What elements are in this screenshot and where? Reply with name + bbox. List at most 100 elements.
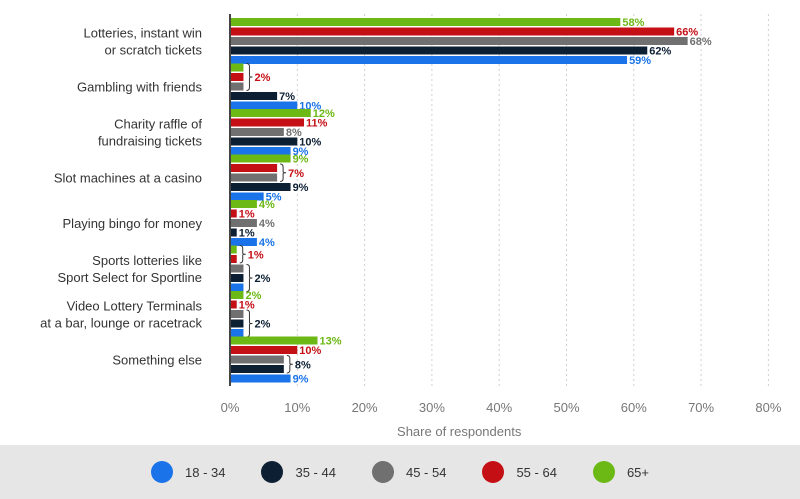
data-label-45-54: 68%	[690, 36, 712, 48]
bar-55-64	[230, 164, 278, 172]
legend-item-55-64[interactable]: 55 - 64	[482, 461, 557, 483]
bar-55-64	[230, 346, 298, 354]
x-tick-label: 20%	[352, 400, 378, 415]
label-bracket	[246, 309, 253, 338]
data-label-55-64: 1%	[239, 300, 255, 312]
category-label: Something else	[112, 353, 202, 368]
legend-label-65-plus: 65+	[626, 464, 649, 480]
data-label-35-44: 2%	[254, 273, 270, 285]
data-label-55-64: 1%	[239, 209, 255, 221]
bar-45-54	[230, 264, 244, 273]
data-label-45-54: 4%	[259, 218, 275, 230]
category-label: Playing bingo for money	[63, 216, 203, 231]
data-label-65: 12%	[313, 108, 335, 120]
data-label-55-64: 7%	[288, 168, 304, 180]
bar-55-64	[230, 118, 305, 127]
data-label-65: 2%	[245, 290, 261, 302]
category-label: Charity raffle of	[114, 117, 202, 132]
data-label-18-34: 59%	[629, 55, 651, 67]
data-label-55-64: 11%	[306, 118, 328, 130]
legend-swatch-65-plus	[592, 461, 615, 483]
bar-18-34	[230, 101, 298, 110]
legend-item-65-plus[interactable]: 65+	[592, 461, 649, 483]
bar-65	[230, 200, 257, 208]
category-label: Video Lottery Terminals	[67, 299, 203, 314]
data-label-35-44: 1%	[239, 228, 255, 240]
x-tick-label: 10%	[284, 400, 310, 415]
category-label: Lotteries, instant win	[83, 26, 202, 41]
legend-swatch-55-64	[482, 461, 505, 483]
category-label: or scratch tickets	[104, 43, 202, 58]
bar-45-54	[230, 37, 688, 45]
bar-65	[230, 154, 291, 163]
bar-45-54	[230, 128, 284, 136]
legend-label-45-54: 45 - 54	[405, 464, 447, 480]
label-bracket	[246, 264, 253, 292]
bar-35-44	[230, 274, 244, 282]
bar-35-44	[230, 228, 237, 237]
data-label-45-54: 8%	[286, 127, 302, 139]
bar-18-34	[230, 147, 291, 155]
legend-item-18-34[interactable]: 18 - 34	[151, 461, 225, 483]
category-label: Sports lotteries like	[92, 253, 202, 268]
label-bracket	[286, 355, 293, 374]
bar-45-54	[230, 355, 284, 364]
bar-55-64	[230, 73, 244, 81]
data-label-55-64: 66%	[676, 27, 698, 39]
bar-18-34	[230, 374, 291, 383]
data-label-35-44: 8%	[295, 359, 311, 371]
data-label-35-44: 9%	[293, 182, 309, 194]
category-label: Gambling with friends	[77, 80, 202, 95]
bar-18-34	[230, 329, 244, 337]
bar-65	[230, 245, 237, 254]
bar-18-34	[230, 192, 264, 201]
bar-18-34	[230, 56, 628, 64]
data-label-35-44: 2%	[254, 319, 270, 331]
data-label-65: 58%	[622, 17, 644, 29]
data-label-18-34: 9%	[293, 146, 309, 158]
bar-35-44	[230, 365, 284, 373]
x-tick-label: 40%	[486, 400, 512, 415]
legend-label-55-64: 55 - 64	[516, 464, 557, 480]
legend-swatch-45-54	[371, 461, 394, 483]
category-label: Slot machines at a casino	[54, 171, 202, 186]
chart-legend: 18 - 34 35 - 44 45 - 54 55 - 64 65+	[0, 445, 800, 499]
legend-label-18-34: 18 - 34	[185, 464, 226, 480]
x-tick-label: 70%	[688, 400, 714, 415]
data-label-65: 4%	[259, 199, 275, 211]
bar-55-64	[230, 300, 237, 309]
category-label: fundraising tickets	[98, 134, 203, 149]
label-bracket	[239, 245, 246, 264]
bar-35-44	[230, 319, 244, 328]
data-label-55-64: 1%	[248, 249, 264, 261]
category-label: at a bar, lounge or racetrack	[40, 316, 202, 331]
data-label-35-44: 7%	[279, 91, 295, 103]
bar-45-54	[230, 219, 257, 227]
bar-65	[230, 109, 311, 117]
data-label-65: 9%	[293, 154, 309, 166]
bar-35-44	[230, 137, 298, 146]
bar-35-44	[230, 183, 291, 191]
data-label-18-34: 5%	[266, 192, 282, 204]
data-label-35-44: 10%	[299, 137, 321, 149]
bar-45-54	[230, 82, 244, 91]
bar-18-34	[230, 238, 257, 246]
legend-item-45-54[interactable]: 45 - 54	[371, 461, 447, 483]
legend-swatch-35-44	[261, 461, 284, 483]
bar-18-34	[230, 283, 244, 292]
data-label-55-64: 10%	[299, 345, 321, 357]
bar-65	[230, 336, 318, 345]
data-label-18-34: 9%	[293, 374, 309, 386]
bar-35-44	[230, 46, 648, 55]
label-bracket	[280, 163, 287, 182]
x-tick-label: 50%	[553, 400, 579, 415]
data-label-35-44: 62%	[649, 46, 671, 58]
x-tick-label: 30%	[419, 400, 445, 415]
legend-item-35-44[interactable]: 35 - 44	[261, 461, 336, 483]
bar-chart: 0% 10% 20% 30% 40% 50% 60% 70% 80% Share of respo…	[40, 14, 782, 439]
bar-35-44	[230, 92, 278, 100]
bar-65	[230, 18, 621, 26]
x-tick-label: 60%	[621, 400, 647, 415]
bar-65	[230, 63, 244, 72]
bar-55-64	[230, 27, 675, 36]
